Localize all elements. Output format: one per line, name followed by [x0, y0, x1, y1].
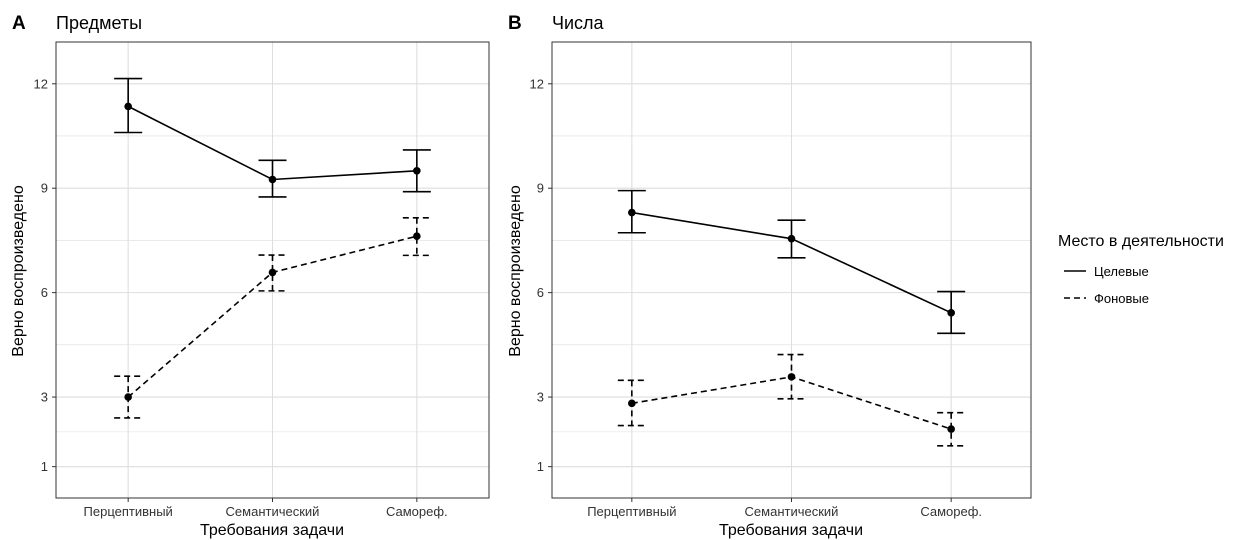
data-point [628, 399, 636, 408]
x-tick-label: Семантический [745, 504, 839, 519]
x-tick-label: Семантический [226, 504, 320, 519]
data-point [413, 166, 421, 175]
error-bar [402, 216, 431, 257]
panel-title: Числа [552, 13, 605, 33]
y-tick-label: 12 [34, 76, 48, 91]
data-point [947, 425, 955, 433]
data-point [124, 393, 132, 401]
data-point [124, 102, 132, 111]
data-point [787, 373, 796, 381]
y-tick-label: 3 [41, 390, 48, 405]
panel-a: A Предметы 1 3 6 9 12 Перцептивный Семантическ… [10, 13, 490, 539]
panel-b: B Числа 1 3 6 9 12 Перцептивный Семантический С… [507, 13, 1032, 539]
data-point [628, 208, 636, 217]
plot-area: 1 3 6 9 12 Перцептивный Семантический Самореф. [530, 41, 1032, 519]
legend-label-target: Целевые [1094, 264, 1149, 279]
x-tick-label: Самореф. [386, 504, 448, 519]
y-axis-title: Верно воспроизведено [10, 185, 27, 357]
panel-border [55, 41, 490, 499]
y-tick-label: 9 [41, 181, 48, 196]
y-axis-title: Верно воспроизведено [507, 185, 524, 357]
legend-title: Место в деятельности [1058, 233, 1224, 250]
y-tick-label: 1 [537, 459, 544, 474]
legend-label-background: Фоновые [1094, 291, 1149, 306]
data-point [413, 232, 421, 241]
panel-letter: A [12, 13, 26, 34]
y-tick-label: 3 [537, 390, 544, 405]
legend: Место в деятельности Целевые Фоновые [1058, 233, 1224, 306]
x-tick-label: Перцептивный [84, 504, 173, 519]
data-point [947, 309, 955, 317]
y-tick-label: 6 [41, 285, 48, 300]
error-bar [937, 411, 966, 447]
error-bar [258, 254, 287, 292]
x-axis-title: Требования задачи [200, 522, 344, 539]
y-tick-label: 12 [530, 76, 544, 91]
x-tick-label: Перцептивный [587, 504, 676, 519]
data-point [268, 175, 277, 184]
y-tick-label: 1 [41, 459, 48, 474]
y-tick-label: 6 [537, 285, 544, 300]
data-point [268, 268, 277, 277]
x-axis-title: Требования задачи [719, 522, 863, 539]
panel-title: Предметы [56, 13, 142, 33]
plot-area: 1 3 6 9 12 Перцептивный Семантический Самореф. [34, 41, 490, 519]
data-point [787, 234, 796, 243]
x-tick-label: Самореф. [920, 504, 982, 519]
panel-border [551, 41, 1032, 499]
y-tick-label: 9 [537, 181, 544, 196]
panel-letter: B [508, 13, 522, 34]
